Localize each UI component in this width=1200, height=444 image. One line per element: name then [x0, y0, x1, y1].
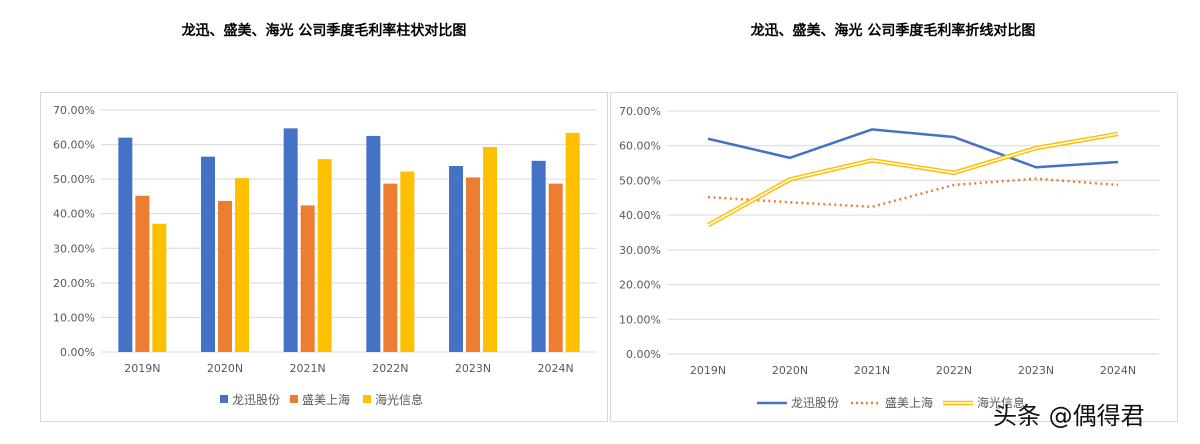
bar — [565, 132, 580, 352]
bar — [400, 171, 415, 352]
x-tick-label: 2020N — [772, 364, 808, 377]
x-tick-label: 2024N — [1100, 364, 1136, 377]
x-tick-label: 2019N — [690, 364, 726, 377]
bar — [118, 137, 133, 352]
y-tick-label: 70.00% — [619, 105, 661, 118]
y-tick-label: 10.00% — [53, 311, 95, 324]
x-tick-label: 2020N — [207, 362, 243, 375]
y-tick-label: 10.00% — [619, 313, 661, 326]
legend-label: 海光信息 — [375, 392, 423, 407]
y-tick-label: 40.00% — [53, 208, 95, 221]
bar — [300, 205, 315, 352]
legend-label: 盛美上海 — [302, 392, 350, 407]
bar-chart-panel: 0.00% 10.00% 20.00% 30.00% 40.00% 50.00% 60.00… — [40, 92, 608, 422]
y-tick-label: 30.00% — [53, 242, 95, 255]
bar — [366, 135, 381, 352]
bar — [466, 177, 480, 352]
bar — [483, 146, 497, 352]
legend-label: 龙迅股份 — [232, 393, 280, 407]
bar — [283, 128, 298, 352]
y-tick-label: 50.00% — [53, 173, 95, 186]
bar-chart: 0.00% 10.00% 20.00% 30.00% 40.00% 50.00% 60.00… — [53, 104, 597, 407]
legend-swatch — [290, 395, 298, 403]
bar — [201, 156, 215, 352]
x-tick-label: 2024N — [538, 362, 574, 375]
series-line-inner — [707, 133, 1119, 226]
y-tick-label: 40.00% — [619, 209, 661, 222]
y-tick-label: 30.00% — [619, 244, 661, 257]
y-tick-label: 60.00% — [53, 139, 95, 152]
bar — [548, 183, 563, 352]
y-tick-label: 70.00% — [53, 104, 95, 117]
legend-swatch — [220, 395, 228, 403]
bar-chart-title: 龙迅、盛美、海光 公司季度毛利率柱状对比图 — [181, 23, 467, 39]
bar — [449, 166, 463, 352]
bar — [235, 178, 249, 352]
y-tick-label: 20.00% — [53, 277, 95, 290]
bar — [531, 160, 546, 352]
x-tick-label: 2023N — [1018, 364, 1054, 377]
series-line — [707, 128, 1119, 169]
series-line — [706, 131, 1119, 228]
x-tick-label: 2022N — [936, 364, 972, 377]
x-tick-label: 2021N — [290, 362, 326, 375]
line-chart-title: 龙迅、盛美、海光 公司季度毛利率折线对比图 — [750, 23, 1036, 39]
legend-swatch — [363, 395, 371, 403]
bar — [152, 223, 167, 352]
y-tick-label: 20.00% — [619, 279, 661, 292]
y-tick-label: 60.00% — [619, 140, 661, 153]
watermark-text: 头条 @偶得君 — [993, 402, 1145, 430]
legend-label: 龙迅股份 — [791, 396, 839, 410]
x-tick-label: 2021N — [854, 364, 890, 377]
bar — [317, 159, 332, 352]
y-tick-label: 0.00% — [626, 348, 661, 361]
y-tick-label: 0.00% — [60, 346, 95, 359]
legend-label: 海光信息 — [977, 395, 1025, 410]
x-tick-label: 2019N — [124, 362, 160, 375]
legend-label: 盛美上海 — [885, 395, 933, 410]
x-tick-label: 2023N — [455, 362, 491, 375]
line-chart: 0.00% 10.00% 20.00% 30.00% 40.00% 50.00% 60.00… — [619, 105, 1159, 410]
bar — [218, 200, 232, 352]
x-tick-label: 2022N — [372, 362, 408, 375]
bar — [383, 183, 398, 352]
y-tick-label: 50.00% — [619, 174, 661, 187]
bar — [135, 195, 150, 352]
line-chart-panel: 0.00% 10.00% 20.00% 30.00% 40.00% 50.00% 60.00… — [610, 92, 1178, 422]
